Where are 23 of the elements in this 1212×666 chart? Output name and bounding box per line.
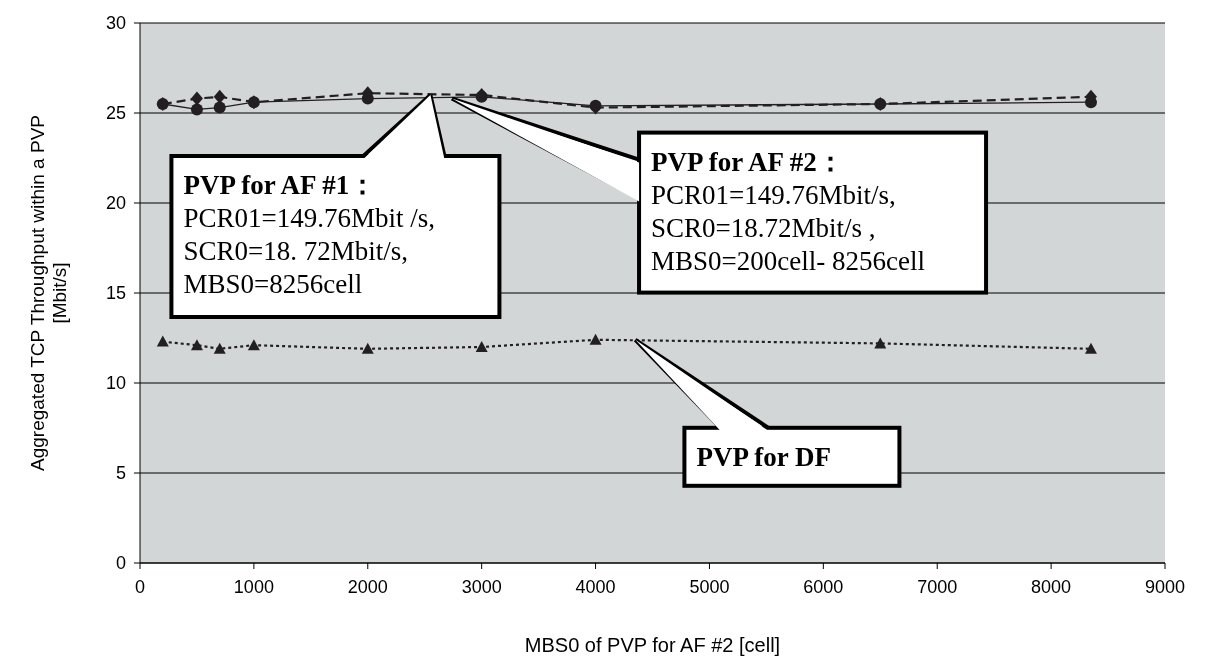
x-tick-label: 1000: [233, 577, 274, 597]
x-tick-label: 5000: [689, 577, 730, 597]
x-tick-label: 2000: [347, 577, 388, 597]
y-axis-title: Aggregated TCP Throughput within a PVP [Mbit/s]: [26, 115, 71, 471]
x-axis-title: MBS0 of PVP for AF #2 [cell]: [524, 634, 781, 656]
y-tick-label: 0: [115, 553, 126, 574]
y-tick-label: 5: [115, 463, 126, 484]
y-tick-label: 25: [105, 103, 126, 124]
annotation: PVP for AF #1： PCR01=149.76Mbit /s, SCR0=18. 72Mbit/s, MBS0=8256cell: [183, 170, 435, 299]
annotation: PVP for DF: [696, 441, 831, 472]
x-tick-label: 4000: [575, 577, 616, 597]
annotation: PVP for AF #2： PCR01=149.76Mbit/s, SCR0=18.72Mbit/s , MBS0=200cell- 8256cell: [651, 146, 926, 276]
x-tick-label: 7000: [917, 577, 958, 597]
x-tick-label: 0: [134, 577, 146, 597]
y-tick-label: 10: [105, 373, 126, 394]
x-tick-label: 3000: [461, 577, 502, 597]
y-tick-label: 30: [105, 13, 126, 34]
y-tick-label: 20: [105, 193, 126, 214]
y-tick-label: 15: [105, 283, 126, 304]
x-tick-label: 9000: [1144, 577, 1186, 597]
x-tick-label: 6000: [803, 577, 844, 597]
x-tick-label: 8000: [1031, 577, 1072, 597]
speech-callout: PVP for AF #1： PCR01=149.76Mbit /s, SCR0=18. 72Mbit/s, MBS0=8256cell: [169, 93, 502, 319]
